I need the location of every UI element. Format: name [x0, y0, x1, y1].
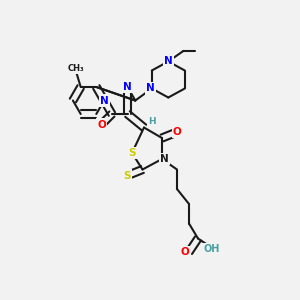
Text: N: N	[164, 56, 173, 67]
Text: N: N	[123, 82, 132, 92]
Text: S: S	[124, 170, 131, 181]
Text: N: N	[146, 83, 155, 94]
Text: S: S	[128, 148, 136, 158]
Text: O: O	[172, 127, 182, 137]
Text: O: O	[97, 119, 106, 130]
Text: CH₃: CH₃	[68, 64, 85, 74]
Text: OH: OH	[203, 244, 220, 254]
Text: N: N	[160, 154, 169, 164]
Text: N: N	[100, 95, 109, 106]
Text: O: O	[180, 247, 189, 257]
Text: H: H	[148, 117, 155, 126]
